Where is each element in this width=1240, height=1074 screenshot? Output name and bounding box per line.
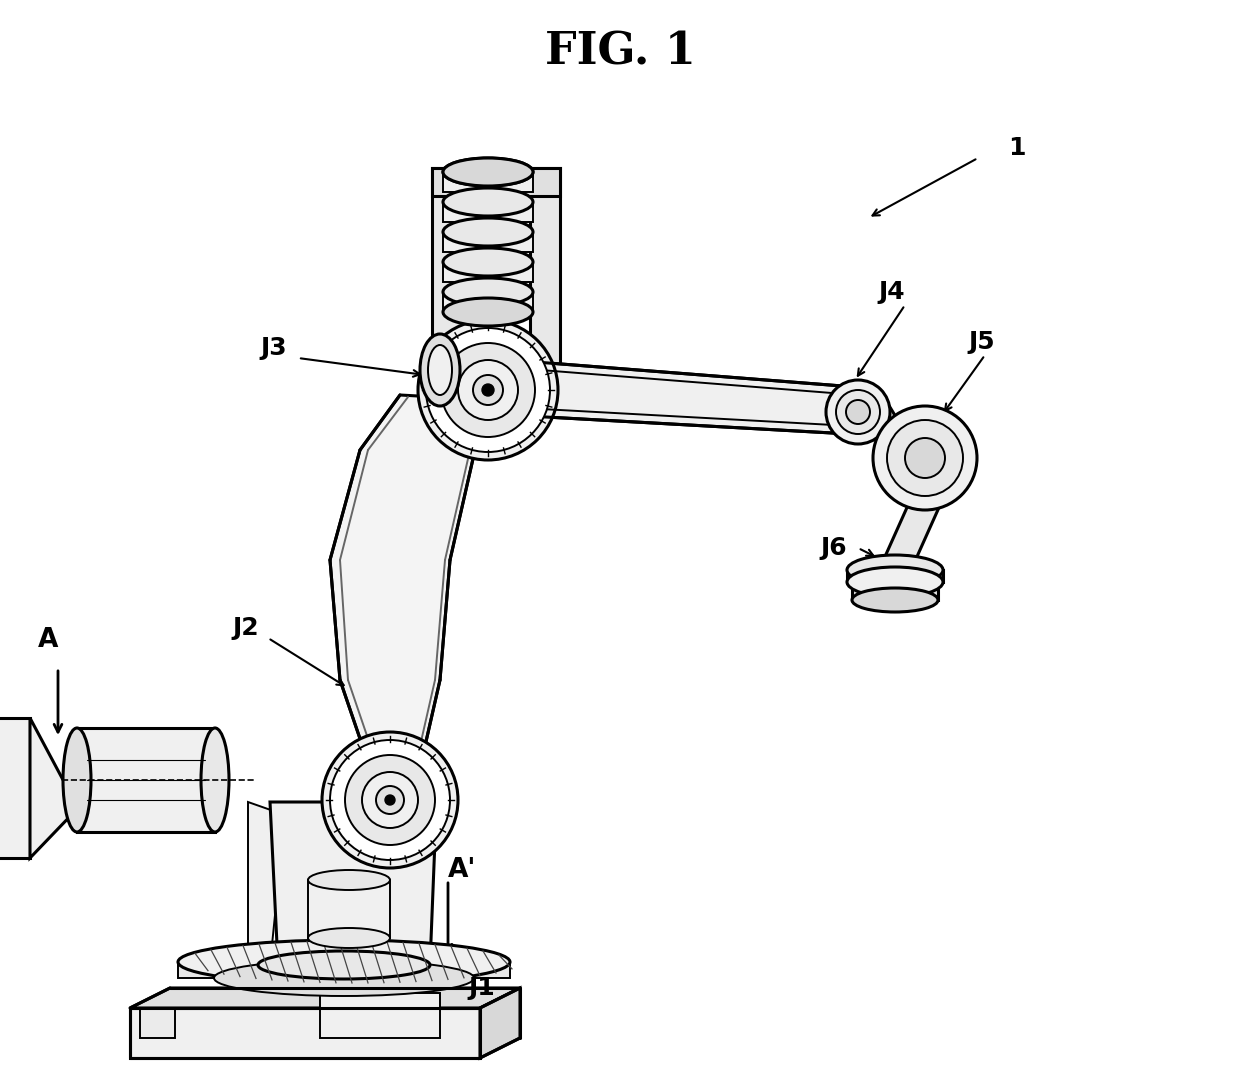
Ellipse shape <box>443 158 533 186</box>
Polygon shape <box>432 168 560 195</box>
Polygon shape <box>130 988 520 1008</box>
Ellipse shape <box>63 728 91 832</box>
Circle shape <box>905 438 945 478</box>
Circle shape <box>322 732 458 868</box>
Text: FIG. 1: FIG. 1 <box>544 30 696 73</box>
Text: J3: J3 <box>260 336 286 360</box>
Ellipse shape <box>443 188 533 216</box>
Polygon shape <box>852 582 937 600</box>
Polygon shape <box>248 802 285 966</box>
Polygon shape <box>140 1008 175 1037</box>
Circle shape <box>345 755 435 845</box>
Polygon shape <box>270 802 435 966</box>
Ellipse shape <box>308 870 391 890</box>
Ellipse shape <box>443 248 533 276</box>
Polygon shape <box>320 993 440 1037</box>
Polygon shape <box>432 168 463 388</box>
Ellipse shape <box>852 587 937 612</box>
Ellipse shape <box>308 928 391 948</box>
Polygon shape <box>443 232 533 252</box>
Text: A: A <box>38 627 58 653</box>
Polygon shape <box>480 988 520 1058</box>
Polygon shape <box>443 292 533 313</box>
Text: 1: 1 <box>1008 136 1025 160</box>
Polygon shape <box>0 719 30 858</box>
Polygon shape <box>529 168 560 388</box>
Ellipse shape <box>428 345 453 395</box>
Polygon shape <box>179 962 510 978</box>
Polygon shape <box>879 503 941 570</box>
Circle shape <box>418 320 558 460</box>
Ellipse shape <box>179 940 510 984</box>
Polygon shape <box>443 202 533 222</box>
Circle shape <box>472 375 503 405</box>
Ellipse shape <box>443 278 533 306</box>
Polygon shape <box>882 394 905 468</box>
Circle shape <box>427 328 551 452</box>
Ellipse shape <box>420 334 460 406</box>
Ellipse shape <box>258 950 430 979</box>
Ellipse shape <box>443 158 533 186</box>
Circle shape <box>826 380 890 444</box>
Circle shape <box>330 740 450 860</box>
Text: J1: J1 <box>467 976 495 1000</box>
Ellipse shape <box>443 218 533 246</box>
Polygon shape <box>130 1008 480 1058</box>
Text: A': A' <box>448 857 476 883</box>
Text: J5: J5 <box>968 330 994 354</box>
Circle shape <box>482 384 494 396</box>
Polygon shape <box>330 395 490 768</box>
Ellipse shape <box>847 555 942 585</box>
Polygon shape <box>77 728 215 832</box>
Circle shape <box>384 795 396 806</box>
Circle shape <box>873 406 977 510</box>
Polygon shape <box>30 719 78 858</box>
Polygon shape <box>308 880 391 938</box>
Text: J4: J4 <box>878 280 905 304</box>
Polygon shape <box>443 262 533 282</box>
Ellipse shape <box>215 960 474 996</box>
Circle shape <box>887 420 963 496</box>
Circle shape <box>846 400 870 424</box>
Text: J2: J2 <box>232 616 259 640</box>
Circle shape <box>441 343 534 437</box>
Circle shape <box>376 786 404 814</box>
Circle shape <box>362 772 418 828</box>
Polygon shape <box>510 360 868 435</box>
Ellipse shape <box>847 567 942 597</box>
Circle shape <box>458 360 518 420</box>
Circle shape <box>836 390 880 434</box>
Text: J6: J6 <box>820 536 847 560</box>
Ellipse shape <box>201 728 229 832</box>
Polygon shape <box>443 172 533 192</box>
Polygon shape <box>847 570 942 582</box>
Ellipse shape <box>443 297 533 326</box>
